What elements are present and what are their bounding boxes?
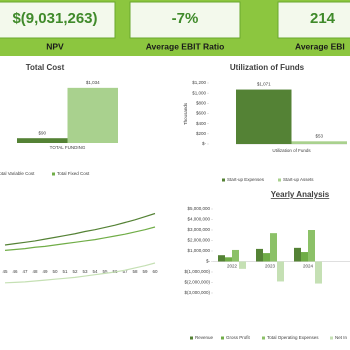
bar [308,230,315,262]
legend-marker [262,336,265,340]
y-tick-label: $3,000,000 [187,227,210,232]
y-tick-label: $800 [196,101,207,106]
value-label: $90 [38,130,46,135]
kpi-value: -7% [172,10,199,27]
y-axis-label: Thousands [183,102,188,125]
bar [301,252,308,262]
kpi-card [0,1,116,39]
legend-marker [221,336,224,340]
bar [294,247,301,262]
y-tick-label: $2,000,000 [187,238,210,243]
x-tick-label: 50 [52,269,58,274]
x-tick-label: 55 [102,269,108,274]
x-tick-label: 2023 [265,264,276,269]
kpi-label: Average EBI [295,41,345,51]
y-tick-label: $(3,000,000) [184,290,210,295]
legend-label: Start-up Assets [283,177,314,182]
y-tick-label: $1,000,000 [187,248,210,253]
kpi-label: Average EBIT Ratio [146,41,225,51]
x-tick-label: 49 [42,269,48,274]
y-tick-label: $5,000,000 [187,206,210,211]
bar [263,253,270,262]
x-tick-label: 47 [22,269,28,274]
y-tick-label: $(1,000,000) [184,269,210,274]
x-tick-label: 48 [32,269,38,274]
x-tick-label: 60 [152,269,158,274]
chart-title: Utilization of Funds [230,63,305,72]
x-tick-label: TOTAL FUNDING [50,145,86,150]
x-tick-label: Utilization of Funds [272,148,311,153]
kpi-card [277,1,350,39]
legend-label: Total Fixed Cost [57,171,90,176]
legend-marker [278,178,281,182]
legend-label: Total Variable Cost [0,171,35,176]
legend-label: Start-up Expenses [227,177,265,182]
bar [236,89,292,144]
bar [256,248,263,262]
value-label: $53 [315,133,323,138]
chart-title: Yearly Analysis [271,190,330,199]
legend-marker [222,178,225,182]
x-tick-label: 59 [142,269,148,274]
y-tick-label: $1,000 [192,90,206,95]
bar [17,138,68,143]
legend-marker [52,172,55,176]
kpi-value: $(9,031,263) [12,10,97,27]
x-tick-label: 54 [92,269,98,274]
value-label: $1,034 [86,80,100,85]
x-tick-label: 46 [12,269,18,274]
bar [270,233,277,262]
x-tick-label: 57 [122,269,128,274]
line [4,262,156,284]
bar [277,261,284,282]
kpi-card [129,1,241,39]
legend-marker [190,336,193,340]
line [4,212,156,246]
y-tick-label: $- [202,141,207,146]
x-tick-label: 45 [2,269,8,274]
bar [225,257,232,262]
legend-label: Revenue [195,335,214,340]
x-tick-label: 2022 [227,264,238,269]
y-tick-label: $4,000,000 [187,217,210,222]
bar [218,255,225,262]
x-tick-label: 53 [82,269,88,274]
y-tick-label: $600 [196,111,207,116]
bar [315,261,322,284]
legend-label: Total Operating Expenses [267,335,319,340]
kpi-label: NPV [46,41,64,51]
chart-title: Total Cost [26,63,65,72]
bar [291,141,347,144]
x-tick-label: 52 [72,269,78,274]
x-tick-label: 51 [62,269,68,274]
legend-label: Net In [335,335,348,340]
y-tick-label: $200 [196,131,207,136]
y-tick-label: $400 [196,121,207,126]
value-label: $1,071 [257,82,271,87]
x-tick-label: 2024 [303,264,314,269]
legend-marker [330,336,333,340]
y-tick-label: $1,200 [192,80,206,85]
bar [67,87,118,143]
bar [239,261,246,269]
line [4,226,156,251]
bar [232,249,239,262]
legend-label: Gross Profit [226,335,251,340]
y-tick-label: $(2,000,000) [184,280,210,285]
x-tick-label: 58 [132,269,138,274]
y-tick-label: $- [206,259,211,264]
kpi-value: 214 [310,10,336,27]
